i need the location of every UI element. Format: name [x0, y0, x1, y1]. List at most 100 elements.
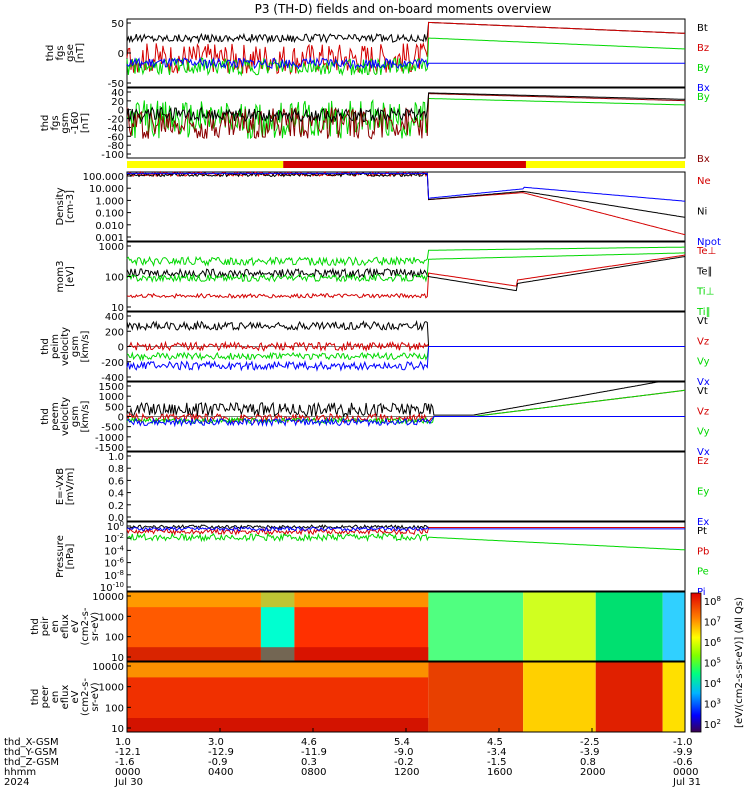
y-tick-label: 500	[105, 402, 124, 413]
time-row-label: thd_Z-GSM	[4, 757, 59, 768]
series-density-Ni	[126, 172, 686, 218]
y-tick-label: 0	[118, 49, 124, 60]
colorbar-tick-label: 108	[704, 595, 721, 608]
spectrogram-colorbar: 108 107 106 105 104 103 102 [eV/(cm2-s-sr-eV)] …	[690, 592, 745, 733]
legend-Ex: Ex	[697, 517, 709, 528]
legend-Pb: Pb	[697, 546, 709, 557]
time-row-label: 2024	[4, 777, 29, 788]
time-tick-label: -0.9	[208, 757, 228, 768]
panel-frame	[126, 171, 686, 242]
series-electron_velocity-Vt	[126, 381, 685, 419]
legend-Vy: Vy	[697, 357, 710, 368]
time-tick-label: 2000	[580, 767, 605, 778]
plot-title: P3 (TH-D) fields and on-board moments ov…	[255, 2, 552, 16]
y-axis-label: Pressure[nPa]	[55, 535, 76, 578]
legend-Ne: Ne	[697, 176, 711, 187]
series-pressure-Pb	[126, 527, 685, 536]
time-row-label: thd_X-GSM	[4, 737, 59, 748]
panel-frame	[126, 451, 686, 522]
series-temperature-Te⊥	[126, 254, 686, 299]
y-tick-label: 10	[111, 303, 124, 314]
legend-Te∥: Te∥	[696, 266, 713, 277]
y-tick-label: 0	[118, 343, 124, 354]
y-tick-label: 10.000	[89, 184, 124, 195]
time-tick-label: -1.5	[487, 757, 507, 768]
y-tick-label: 10	[111, 653, 124, 664]
y-tick-label: 10-2	[104, 532, 124, 545]
y-axis-label: Density[cm-3]	[55, 187, 76, 225]
y-axis-label: thdpeirenefluxeV(cm2-s-sr-eV)	[30, 607, 101, 645]
time-tick-label: 1200	[394, 767, 419, 778]
legend-Ti⊥: Ti⊥	[696, 287, 714, 298]
y-tick-label: -200	[101, 358, 124, 369]
y-tick-label: 40	[111, 88, 124, 99]
time-tick-label: 4.5	[487, 737, 503, 748]
panel-fgs_gse: 50 0 -50 thdfgsgse[nT] Bt Bz By Bx	[45, 18, 710, 94]
legend-Vy: Vy	[697, 427, 710, 438]
y-tick-label: 100.000	[83, 172, 124, 183]
y-tick-label: 10-6	[104, 557, 124, 570]
y-tick-label: 0	[118, 106, 124, 117]
legend-Bx: Bx	[697, 83, 710, 94]
y-tick-label: 10000	[92, 662, 124, 673]
spectrogram-high-energy-band	[127, 592, 429, 608]
spectrogram-band	[662, 592, 685, 661]
time-tick-label: -11.9	[301, 747, 327, 758]
colorbar-tick-label: 106	[704, 636, 722, 649]
time-tick-label: -12.1	[115, 747, 141, 758]
y-tick-label: 0.6	[108, 476, 124, 487]
y-tick-label: -80	[108, 141, 124, 152]
y-tick-label: -500	[101, 423, 124, 434]
legend-Bt: Bt	[697, 23, 708, 34]
legend-Ey: Ey	[697, 487, 709, 498]
legend-Vt: Vt	[697, 386, 708, 397]
spectrogram-band	[428, 592, 524, 661]
y-tick-label: 1000	[99, 612, 124, 623]
legend-Npot: Npot	[697, 237, 721, 248]
panel-frame	[126, 87, 686, 159]
legend-Ti∥: Ti∥	[696, 307, 711, 318]
y-tick-label: -400	[101, 373, 124, 384]
y-tick-label: -100	[101, 150, 124, 161]
series-ion_velocity-Vt	[126, 319, 685, 347]
y-tick-label: 100	[105, 633, 124, 644]
series-electron_velocity-Vy	[126, 389, 686, 425]
series-temperature-Ti∥	[126, 246, 685, 268]
y-tick-label: 10-8	[104, 569, 124, 582]
spectrogram-high-energy-band	[127, 662, 429, 678]
time-tick-label: 0000	[673, 767, 698, 778]
y-tick-label: 200	[105, 327, 124, 338]
y-axis-label: thdpeimvelocitygsm[km/s]	[40, 327, 91, 366]
spectrogram-low-energy-band	[127, 718, 429, 732]
series-density-Npot	[127, 172, 686, 202]
y-tick-label: 1000	[99, 392, 124, 403]
legend-Vt: Vt	[697, 316, 708, 327]
colorbar-tick-label: 102	[704, 718, 721, 731]
series-fgs_gsm-Bx	[126, 93, 686, 140]
legend-Vx: Vx	[697, 447, 710, 458]
y-tick-label: -60	[108, 132, 124, 143]
legend-Pi: Pi	[697, 587, 706, 598]
y-tick-label: -1000	[95, 433, 124, 444]
spectrogram-band	[595, 662, 663, 732]
series-fgs_gse-Bt	[126, 21, 685, 45]
series-temperature-Ti⊥	[126, 252, 685, 284]
time-tick-label: 3.0	[208, 737, 224, 748]
legend-Ez: Ez	[697, 456, 709, 467]
series-ion_velocity-Vx	[126, 346, 685, 372]
time-tick-label: -9.9	[673, 747, 693, 758]
time-row-label: hhmm	[4, 767, 36, 778]
time-tick-label: -3.4	[487, 747, 507, 758]
time-tick-label: 0400	[208, 767, 233, 778]
y-axis-label: thdfgsgsm-160[nT]	[40, 112, 91, 135]
panels: 500-50thdfgsgse[nT]BtBzByBx40200-20-40-6…	[30, 18, 721, 735]
time-tick-label: 0.3	[301, 757, 317, 768]
spectrogram-band	[662, 662, 685, 732]
y-tick-label: 1000	[99, 683, 124, 694]
legend-Vz: Vz	[697, 336, 709, 347]
y-tick-label: -50	[108, 79, 124, 90]
legend-Bx: Bx	[697, 154, 710, 165]
